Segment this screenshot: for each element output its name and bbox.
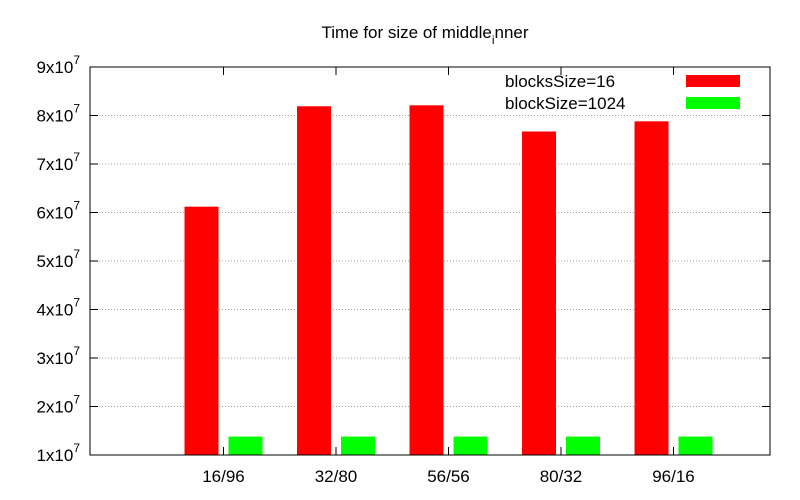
bar-series-1-16-96 [184,206,219,455]
y-tick-mantissa: 1x10 [36,446,73,465]
y-tick-label: 9x107 [36,53,80,77]
y-tick-exponent: 7 [73,247,80,261]
chart-title-suffix: nner [495,23,529,42]
x-tick-label: 80/32 [540,467,583,486]
y-tick-exponent: 7 [73,393,80,407]
y-tick-mantissa: 5x10 [36,252,73,271]
y-tick-mantissa: 9x10 [36,58,73,77]
x-tick-label: 56/56 [427,467,470,486]
legend-swatch [686,97,740,109]
y-tick-exponent: 7 [73,150,80,164]
y-tick-exponent: 7 [73,53,80,67]
y-tick-exponent: 7 [73,102,80,116]
y-tick-exponent: 7 [73,296,80,310]
y-tick-mantissa: 7x10 [36,155,73,174]
y-tick-exponent: 7 [73,441,80,455]
x-axis-tick-labels: 16/96 32/80 56/56 80/32 96/16 [202,467,695,486]
bar-series-1-96-16 [634,121,669,455]
y-tick-label: 6x107 [36,199,80,223]
y-tick-label: 3x107 [36,344,80,368]
y-axis-tick-labels: 1x1072x1073x1074x1075x1076x1077x1078x107… [36,53,80,465]
y-tick-label: 7x107 [36,150,80,174]
x-tick-label: 32/80 [315,467,358,486]
y-tick-mantissa: 8x10 [36,107,73,126]
y-tick-mantissa: 2x10 [36,398,73,417]
y-tick-label: 5x107 [36,247,80,271]
bar-series-2-96-16 [678,436,713,455]
bar-series-1-80-32 [522,131,556,455]
y-tick-label: 1x107 [36,441,80,465]
y-tick-exponent: 7 [73,344,80,358]
y-tick-mantissa: 3x10 [36,349,73,368]
y-tick-label: 2x107 [36,393,80,417]
bar-series-1-32-80 [297,106,331,455]
y-tick-label: 4x107 [36,296,80,320]
legend: blocksSize=16 blockSize=1024 [505,72,740,113]
y-tick-mantissa: 6x10 [36,204,73,223]
bar-series-2-56-56 [453,436,488,455]
bar-series-1-56-56 [409,105,444,455]
chart-title-subscript: i [492,33,495,47]
y-tick-mantissa: 4x10 [36,301,73,320]
legend-label: blocksSize=16 [505,72,615,91]
x-tick-label: 16/96 [202,467,245,486]
bar-series-2-32-80 [341,436,375,455]
chart-title: Time for size of middleinner [321,23,528,47]
y-tick-exponent: 7 [73,199,80,213]
legend-swatch [686,75,740,87]
legend-label: blockSize=1024 [505,94,626,113]
bars [184,105,713,455]
x-tick-label: 96/16 [652,467,695,486]
bar-series-2-16-96 [228,436,263,455]
y-tick-label: 8x107 [36,102,80,126]
chart-title-main: Time for size of middle [321,23,491,42]
bar-series-2-80-32 [566,436,600,455]
axis-ticks [90,66,770,456]
